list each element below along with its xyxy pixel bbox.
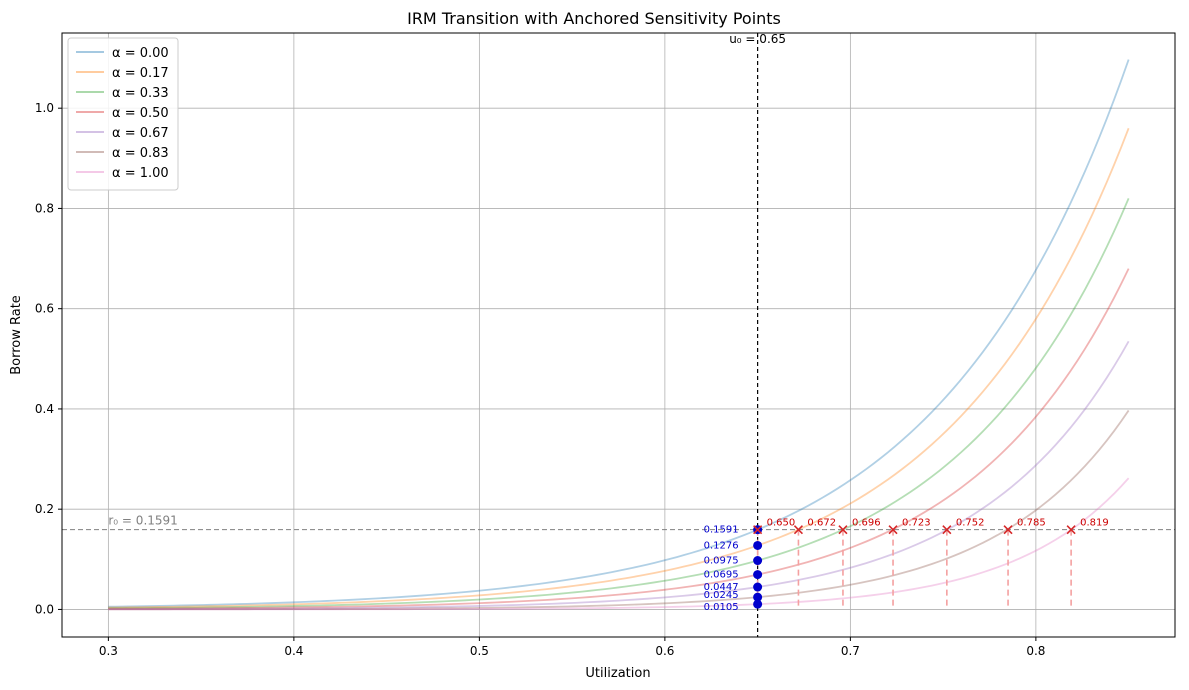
equal-rate-label: 0.819 (1080, 518, 1109, 529)
anchor-point (753, 570, 763, 580)
grid (62, 33, 1175, 637)
anchor-point-label: 0.0695 (704, 570, 739, 581)
equal-rate-label: 0.696 (852, 518, 881, 529)
anchor-utilization-label: u₀ = 0.65 (729, 32, 786, 46)
y-axis-label: Borrow Rate (9, 295, 24, 375)
legend-label-5: α = 0.83 (112, 146, 169, 161)
y-tick-label: 0.2 (35, 502, 54, 516)
series-line-2 (108, 198, 1130, 610)
axis-ticks: 0.3 0.4 0.5 0.6 0.7 0.8 0.0 0.2 0.4 0.6 0.8 1.0 (35, 101, 1046, 658)
anchor-point-label: 0.0245 (704, 590, 739, 601)
series-lines (108, 59, 1130, 611)
equal-rate-marker (753, 525, 763, 535)
anchor-point (753, 540, 763, 550)
equal-rate-label: 0.650 (767, 518, 796, 529)
equal-rate-marker-stroke (753, 525, 763, 535)
anchor-point (753, 556, 763, 566)
chart-title: IRM Transition with Anchored Sensitivity… (407, 9, 781, 28)
equal-rate-marker (1066, 525, 1076, 535)
x-tick-label: 0.4 (284, 644, 303, 658)
equal-rate-marker-stroke (888, 525, 898, 535)
reference-rate-label: r₀ = 0.1591 (108, 514, 177, 528)
x-tick-label: 0.7 (841, 644, 860, 658)
equal-rate-marker-stroke (838, 525, 848, 535)
equal-rate-marker-stroke (793, 525, 804, 535)
anchor-point-label: 0.0447 (704, 582, 739, 593)
equal-rate-marker (888, 525, 898, 535)
legend-label-6: α = 1.00 (112, 166, 169, 181)
y-tick-label: 0.0 (35, 602, 54, 616)
equal-rate-marker-stroke (942, 525, 952, 535)
annotations: r₀ = 0.1591 u₀ = 0.65 0.1591 0.1276 0.0975 0.… (62, 32, 1175, 637)
legend-label-2: α = 0.33 (112, 86, 169, 101)
equal-rate-marker-stroke (1003, 525, 1013, 535)
anchor-point-label: 0.0105 (704, 602, 739, 613)
anchor-point (753, 599, 763, 609)
legend-label-0: α = 0.00 (112, 46, 169, 61)
series-line-4 (108, 340, 1130, 611)
y-tick-label: 0.4 (35, 402, 54, 416)
equal-rate-label: 0.672 (807, 518, 836, 529)
y-tick-label: 0.6 (35, 302, 54, 316)
equal-rate-marker-stroke (1066, 525, 1076, 535)
series-line-0 (108, 59, 1130, 608)
x-axis-label: Utilization (585, 666, 650, 681)
x-tick-label: 0.8 (1026, 644, 1045, 658)
legend-label-4: α = 0.67 (112, 126, 169, 141)
x-tick-label: 0.3 (99, 644, 118, 658)
equal-rate-marker (838, 525, 848, 535)
anchor-point-label: 0.1591 (704, 525, 739, 536)
legend-box (67, 37, 179, 191)
series-line-3 (108, 268, 1130, 610)
y-tick-label: 0.8 (35, 201, 54, 215)
anchor-point (753, 592, 763, 602)
equal-rate-label: 0.723 (902, 518, 931, 529)
anchor-point-label: 0.1276 (704, 540, 739, 551)
equal-rate-marker (793, 525, 804, 535)
legend-label-1: α = 0.17 (112, 66, 169, 81)
series-line-1 (108, 127, 1130, 609)
plot-frame (61, 32, 1176, 638)
equal-rate-marker (942, 525, 952, 535)
equal-rate-label: 0.752 (956, 518, 985, 529)
legend-label-3: α = 0.50 (112, 106, 169, 121)
anchor-point (753, 582, 763, 592)
x-tick-label: 0.5 (470, 644, 489, 658)
anchor-point-label: 0.0975 (704, 556, 739, 567)
series-line-5 (108, 409, 1130, 611)
x-tick-label: 0.6 (655, 644, 674, 658)
equal-rate-marker (1003, 525, 1013, 535)
y-tick-label: 1.0 (35, 101, 54, 115)
legend: α = 0.00 α = 0.17 α = 0.33 α = 0.50 α = 0.67… (67, 37, 179, 191)
series-line-6 (108, 477, 1130, 611)
equal-rate-label: 0.785 (1017, 518, 1046, 529)
